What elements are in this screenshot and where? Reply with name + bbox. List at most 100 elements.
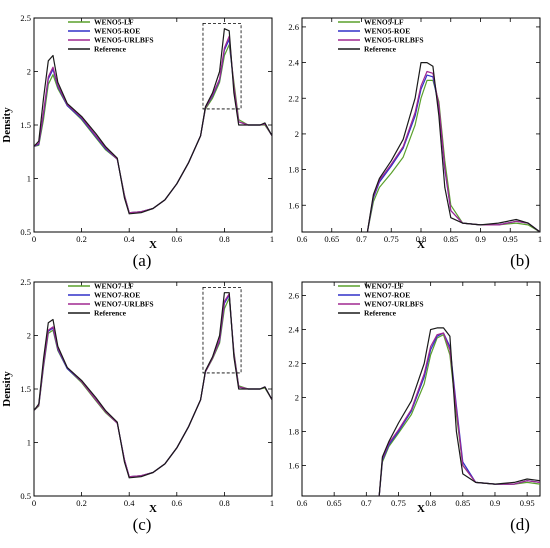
y-tick-label: 2	[27, 331, 31, 341]
x-axis-label: X	[417, 503, 425, 515]
y-axis-label: Density	[1, 371, 13, 407]
chart-panel-2: 0 0.2 0.4 0.6 0.8 1 0.5 1 1.5 2 2.5 WENO7-LFWENO7-R…	[1, 277, 274, 534]
x-tick-label: 0.85	[443, 234, 458, 244]
chart-panel-3: 0.6 0.65 0.7 0.75 0.8 0.85 0.9 0.95 1.6 1.8 2 2.2 2.…	[288, 281, 541, 534]
y-tick-label: 1	[27, 174, 31, 184]
x-tick-label: 0.75	[391, 498, 406, 508]
legend-label: WENO7-ROE	[94, 291, 140, 300]
series-line-weno5-roe	[34, 38, 272, 214]
x-tick-label: 0.65	[324, 234, 339, 244]
y-tick-label: 2.2	[288, 93, 299, 103]
y-tick-label: 0.5	[20, 491, 31, 501]
x-tick-label: 0.7	[361, 498, 372, 508]
x-tick-label: 0.8	[425, 498, 436, 508]
series-line-reference	[366, 62, 540, 232]
y-tick-label: 1.6	[288, 200, 299, 210]
y-tick-label: 1.5	[20, 120, 31, 130]
x-axis-label: X	[149, 239, 157, 251]
legend-label: WENO7-ROE	[364, 291, 410, 300]
x-tick-label: 0.8	[416, 234, 427, 244]
series-line-weno5-urlbfs	[366, 70, 540, 232]
x-tick-label: 0.9	[490, 498, 501, 508]
series-line-reference	[34, 292, 272, 479]
x-tick-label: 0.6	[171, 498, 182, 508]
x-tick-label: 0.6	[297, 498, 308, 508]
y-tick-label: 2.5	[20, 13, 31, 23]
x-tick-label: 0.75	[384, 234, 399, 244]
plot-frame	[33, 17, 273, 233]
series-line-weno5-urlbfs	[34, 35, 272, 214]
panel-caption: (a)	[133, 251, 152, 270]
series-line-weno7-lf	[34, 297, 272, 478]
series-line-weno7-urlbfs	[34, 293, 272, 478]
x-tick-label: 0.95	[503, 234, 518, 244]
legend-label: WENO7-LF	[364, 282, 404, 291]
chart-panel-1: 0.6 0.65 0.7 0.75 0.8 0.85 0.9 0.95 1 1.6 1.8 2 2.2 2…	[288, 17, 542, 270]
legend-label: WENO5-URLBFS	[94, 36, 154, 45]
x-tick-label: 0.4	[124, 234, 135, 244]
y-tick-label: 2	[295, 392, 299, 402]
x-tick-label: 0	[32, 234, 36, 244]
x-tick-label: 0.7	[356, 234, 367, 244]
y-tick-label: 2.6	[288, 22, 299, 32]
y-tick-label: 2.4	[288, 58, 299, 68]
y-tick-label: 1.8	[288, 165, 299, 175]
legend-label: WENO7-LF	[94, 282, 134, 291]
legend-label: WENO5-LF	[94, 18, 134, 27]
y-tick-label: 1.8	[288, 426, 299, 436]
legend-label: WENO5-ROE	[364, 27, 410, 36]
y-tick-label: 2	[295, 129, 299, 139]
legend-label: Reference	[94, 45, 127, 54]
y-tick-label: 2.2	[288, 359, 299, 369]
y-tick-label: 2	[27, 67, 31, 77]
series-line-weno5-lf	[34, 44, 272, 214]
y-tick-label: 1.5	[20, 384, 31, 394]
y-tick-label: 2.4	[288, 325, 299, 335]
x-tick-label: 1	[538, 234, 542, 244]
x-tick-label: 0.8	[219, 234, 230, 244]
x-tick-label: 0.2	[76, 498, 87, 508]
x-tick-label: 0.4	[124, 498, 135, 508]
y-tick-label: 2.5	[20, 277, 31, 287]
x-tick-label: 0.85	[455, 498, 470, 508]
x-tick-label: 0.2	[76, 234, 87, 244]
legend-label: WENO5-URLBFS	[364, 36, 424, 45]
y-tick-label: 2.6	[288, 291, 299, 301]
panel-caption: (b)	[510, 251, 530, 270]
legend-label: Reference	[94, 309, 127, 318]
x-tick-label: 0.65	[327, 498, 342, 508]
zoom-region-box	[202, 22, 242, 110]
series-line-reference	[378, 327, 540, 496]
x-tick-label: 0.8	[219, 498, 230, 508]
y-axis-label: Density	[1, 107, 13, 143]
x-tick-label: 0.9	[475, 234, 486, 244]
panel-caption: (d)	[510, 515, 530, 534]
x-tick-label: 0	[32, 498, 36, 508]
y-tick-label: 1	[27, 438, 31, 448]
x-axis-label: X	[149, 503, 157, 515]
legend-label: WENO5-ROE	[94, 27, 140, 36]
plot-frame	[301, 281, 541, 497]
legend-label: Reference	[364, 309, 397, 318]
y-tick-label: 0.5	[20, 227, 31, 237]
x-tick-label: 1	[270, 498, 274, 508]
plot-frame	[301, 17, 541, 233]
x-tick-label: 1	[270, 234, 274, 244]
x-axis-label: X	[417, 239, 425, 251]
series-line-weno7-roe	[34, 294, 272, 478]
y-tick-label: 1.6	[288, 460, 299, 470]
chart-panel-0: 0 0.2 0.4 0.6 0.8 1 0.5 1 1.5 2 2.5 WENO5-LFWENO5-R…	[1, 13, 274, 270]
x-tick-label: 0.6	[171, 234, 182, 244]
x-tick-label: 0.6	[297, 234, 308, 244]
x-tick-label: 0.95	[520, 498, 535, 508]
panel-caption: (c)	[133, 515, 152, 534]
series-line-reference	[34, 28, 272, 215]
legend-label: WENO5-LF	[364, 18, 404, 27]
legend-label: WENO7-URLBFS	[94, 300, 154, 309]
zoom-region-box	[202, 286, 242, 374]
plot-frame	[33, 281, 273, 497]
series-line-weno5-roe	[366, 74, 540, 232]
legend-label: WENO7-URLBFS	[364, 300, 424, 309]
legend-label: Reference	[364, 45, 397, 54]
